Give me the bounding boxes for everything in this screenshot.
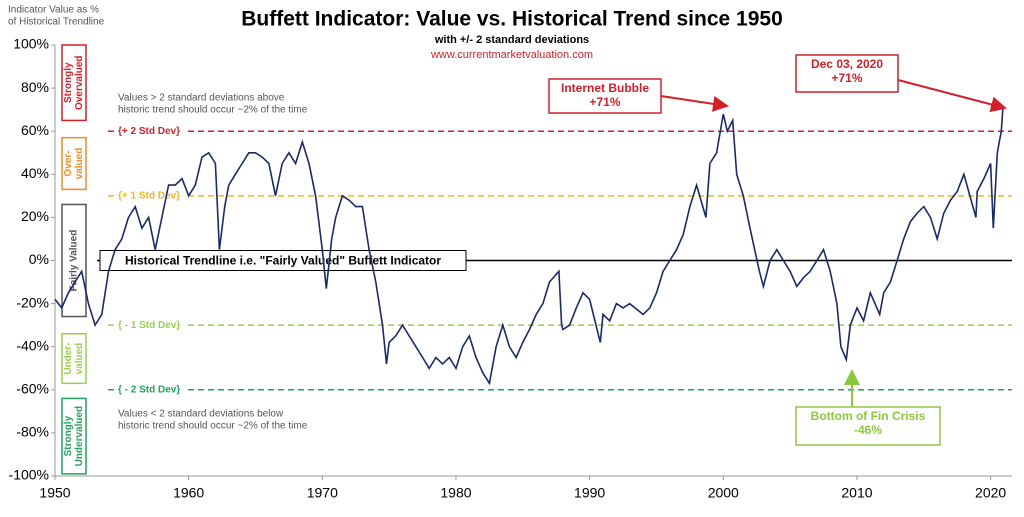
zone-label: Fairly Valued [69, 230, 80, 292]
y-tick-label: -100% [9, 467, 49, 483]
zone-label: Undervalued [74, 406, 85, 467]
note: historic trend should occur ~2% of the t… [118, 421, 308, 432]
zone-label: Strongly [63, 415, 74, 456]
annotation-text: +71% [589, 95, 620, 109]
annotation-text: -46% [854, 423, 882, 437]
y-tick-label: -60% [16, 381, 49, 397]
annotation-text: Bottom of Fin Crisis [811, 409, 926, 423]
y-tick-label: -40% [16, 337, 49, 353]
std-label: {+ 1 Std Dev} [118, 190, 180, 201]
annotation-text: Dec 03, 2020 [811, 57, 883, 71]
annotation-text: +71% [831, 71, 862, 85]
note: historic trend should occur ~2% of the t… [118, 105, 308, 116]
y-tick-label: 0% [29, 251, 49, 267]
y-tick-label: 80% [21, 79, 49, 95]
y-tick-label: 20% [21, 208, 49, 224]
zone-label: Overvalued [74, 55, 85, 109]
zone-box [61, 333, 87, 385]
annotation-arrow [660, 95, 729, 112]
zone-label: Under- [63, 342, 74, 374]
y-tick-label: -20% [16, 294, 49, 310]
zone-label: Strongly [63, 62, 74, 103]
std-label-bg [114, 318, 188, 333]
zone-box [61, 136, 87, 191]
x-tick-label: 1990 [574, 485, 605, 501]
x-tick-label: 1970 [307, 485, 338, 501]
data-line [54, 107, 1004, 386]
std-label: {+ 2 Std Dev} [118, 126, 180, 137]
note: Values > 2 standard deviations above [118, 93, 285, 104]
x-tick-label: 2000 [708, 485, 739, 501]
zone-box [61, 397, 87, 475]
zone-box [61, 44, 87, 122]
y-tick-label: -80% [16, 424, 49, 440]
source: www.currentmarketvaluation.com [430, 49, 593, 61]
zone-label: valued [74, 148, 85, 180]
std-label-bg [114, 188, 188, 203]
x-tick-label: 1960 [173, 485, 204, 501]
y-tick-label: 40% [21, 165, 49, 181]
trendline-label: Historical Trendline i.e. "Fairly Valued… [125, 254, 441, 268]
zone-label: valued [74, 343, 85, 375]
std-label: { - 1 Std Dev} [118, 320, 180, 331]
y-tick-label: 60% [21, 122, 49, 138]
x-tick-label: 2010 [841, 485, 872, 501]
subtitle: with +/- 2 standard deviations [434, 34, 589, 46]
std-label-bg [114, 124, 188, 139]
trendline-label-box [99, 250, 467, 271]
x-tick-label: 1950 [39, 485, 70, 501]
y-axis-label: of Historical Trendline [8, 17, 105, 28]
x-tick-label: 1980 [440, 485, 471, 501]
y-tick-label: 100% [13, 36, 49, 52]
annotation-box [795, 406, 941, 446]
chart-title: Buffett Indicator: Value vs. Historical … [241, 8, 783, 31]
zone-label: Over- [63, 150, 74, 176]
std-label-bg [114, 382, 188, 397]
annotation-box [548, 78, 662, 114]
x-tick-label: 2020 [975, 485, 1006, 501]
std-label: { - 2 Std Dev} [118, 384, 180, 395]
annotation-box [795, 54, 899, 93]
note: Values < 2 standard deviations below [118, 409, 284, 420]
annotation-arrow [897, 79, 1007, 113]
annotation-text: Internet Bubble [561, 81, 649, 95]
y-axis-label: Indicator Value as % [8, 5, 99, 16]
